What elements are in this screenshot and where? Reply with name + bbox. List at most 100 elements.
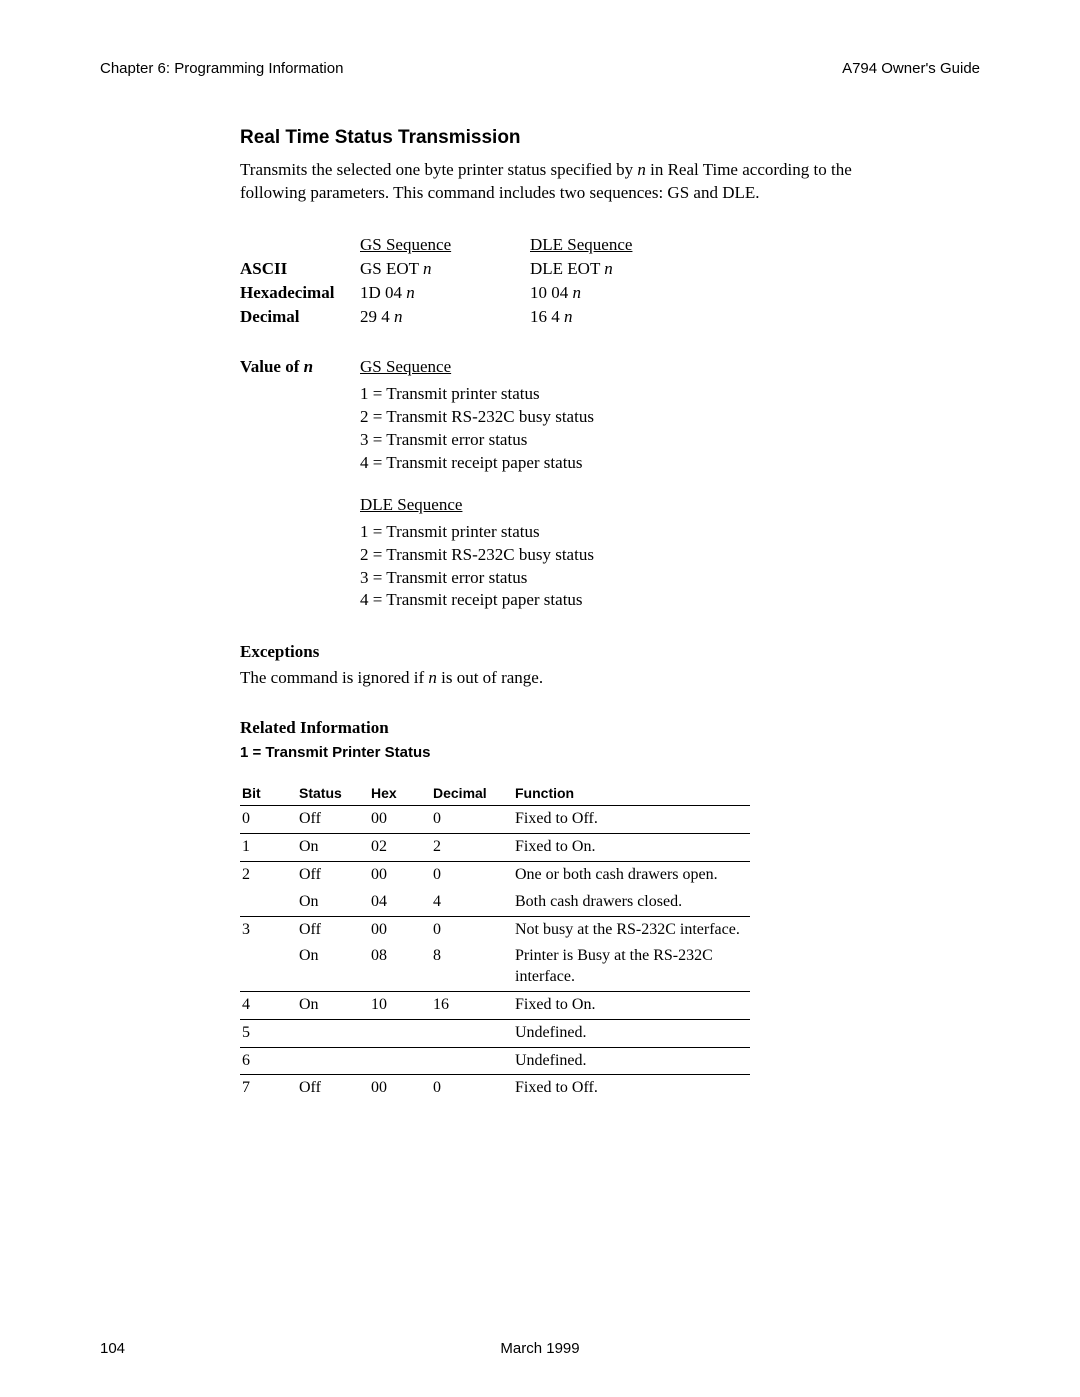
row-ascii-label: ASCII [240,259,360,279]
table-cell: 5 [240,1019,297,1047]
table-header-row: Bit Status Hex Decimal Function [240,781,750,806]
table-cell [240,889,297,916]
value-of-n-block: Value of n GS Sequence 1 = Transmit prin… [240,357,890,613]
table-cell: Off [297,806,369,834]
table-cell: Off [297,1075,369,1102]
table-cell [431,1019,513,1047]
table-cell [297,1019,369,1047]
table-cell: 00 [369,916,431,943]
ascii-gs: GS EOT n [360,259,530,279]
gs-item-1: 1 = Transmit printer status [360,383,890,406]
table-cell: Not busy at the RS-232C interface. [513,916,750,943]
table-cell: One or both cash drawers open. [513,861,750,888]
table-cell [369,1047,431,1075]
table-cell: 02 [369,834,431,862]
table-cell: 2 [431,834,513,862]
header-right: A794 Owner's Guide [842,60,980,77]
related-sub: 1 = Transmit Printer Status [240,744,890,761]
exceptions-text: The command is ignored if n is out of ra… [240,668,890,688]
table-cell: Fixed to Off. [513,806,750,834]
th-hex: Hex [369,781,431,806]
sequence-table: GS Sequence DLE Sequence ASCII GS EOT n … [240,235,890,327]
table-cell: 4 [431,889,513,916]
table-row: 5 Undefined. [240,1019,750,1047]
gs-value-list: 1 = Transmit printer status 2 = Transmit… [360,383,890,475]
section-intro: Transmits the selected one byte printer … [240,159,890,205]
page-footer: 104 March 1999 [100,1340,980,1357]
table-cell: On [297,991,369,1019]
table-cell: Undefined. [513,1047,750,1075]
footer-page: 104 [100,1340,125,1357]
status-table: Bit Status Hex Decimal Function 0Off000F… [240,781,750,1102]
table-cell: 6 [240,1047,297,1075]
table-cell: Off [297,861,369,888]
gs-item-4: 4 = Transmit receipt paper status [360,452,890,475]
section-title: Real Time Status Transmission [240,127,890,149]
table-cell: 00 [369,861,431,888]
table-row: 4On1016Fixed to On. [240,991,750,1019]
table-row: 6 Undefined. [240,1047,750,1075]
row-hex-label: Hexadecimal [240,283,360,303]
table-row: On044Both cash drawers closed. [240,889,750,916]
table-cell: 00 [369,1075,431,1102]
table-cell: On [297,889,369,916]
dle-item-3: 3 = Transmit error status [360,567,890,590]
table-row: On088Printer is Busy at the RS-232C inte… [240,943,750,991]
table-cell [297,1047,369,1075]
table-cell: 1 [240,834,297,862]
table-cell: Fixed to On. [513,991,750,1019]
dle-item-1: 1 = Transmit printer status [360,521,890,544]
main-content: Real Time Status Transmission Transmits … [240,127,890,1102]
table-cell: 4 [240,991,297,1019]
table-cell: 04 [369,889,431,916]
table-row: 1On022Fixed to On. [240,834,750,862]
th-function: Function [513,781,750,806]
table-cell: Undefined. [513,1019,750,1047]
hex-gs: 1D 04 n [360,283,530,303]
gs-item-2: 2 = Transmit RS-232C busy status [360,406,890,429]
table-cell: On [297,834,369,862]
table-cell: Fixed to Off. [513,1075,750,1102]
table-cell: 16 [431,991,513,1019]
table-cell: 08 [369,943,431,991]
table-row: 0Off000Fixed to Off. [240,806,750,834]
seq-col-dle: DLE Sequence [530,235,700,255]
table-cell: On [297,943,369,991]
intro-pre: Transmits the selected one byte printer … [240,160,637,179]
value-of-n-label: Value of n [240,357,360,613]
hex-dle: 10 04 n [530,283,700,303]
th-decimal: Decimal [431,781,513,806]
table-row: 7Off000Fixed to Off. [240,1075,750,1102]
dec-dle: 16 4 n [530,307,700,327]
table-cell: 8 [431,943,513,991]
table-cell: Off [297,916,369,943]
dec-gs: 29 4 n [360,307,530,327]
table-row: 3Off000Not busy at the RS-232C interface… [240,916,750,943]
th-status: Status [297,781,369,806]
table-cell [369,1019,431,1047]
exceptions-heading: Exceptions [240,642,890,662]
table-cell: 0 [431,861,513,888]
intro-var: n [637,160,646,179]
header-left: Chapter 6: Programming Information [100,60,343,77]
ascii-dle: DLE EOT n [530,259,700,279]
table-cell: Fixed to On. [513,834,750,862]
table-cell: 0 [240,806,297,834]
related-heading: Related Information [240,718,890,738]
dle-seq-header: DLE Sequence [360,495,890,515]
footer-date: March 1999 [500,1340,579,1357]
dle-item-4: 4 = Transmit receipt paper status [360,589,890,612]
table-row: 2Off000One or both cash drawers open. [240,861,750,888]
table-cell: 2 [240,861,297,888]
table-cell: 00 [369,806,431,834]
table-cell: 7 [240,1075,297,1102]
dle-item-2: 2 = Transmit RS-232C busy status [360,544,890,567]
page-header: Chapter 6: Programming Information A794 … [100,60,980,77]
row-dec-label: Decimal [240,307,360,327]
gs-item-3: 3 = Transmit error status [360,429,890,452]
table-cell: 10 [369,991,431,1019]
dle-value-list: 1 = Transmit printer status 2 = Transmit… [360,521,890,613]
gs-seq-header: GS Sequence [360,357,890,377]
table-cell [240,943,297,991]
table-cell: 0 [431,916,513,943]
